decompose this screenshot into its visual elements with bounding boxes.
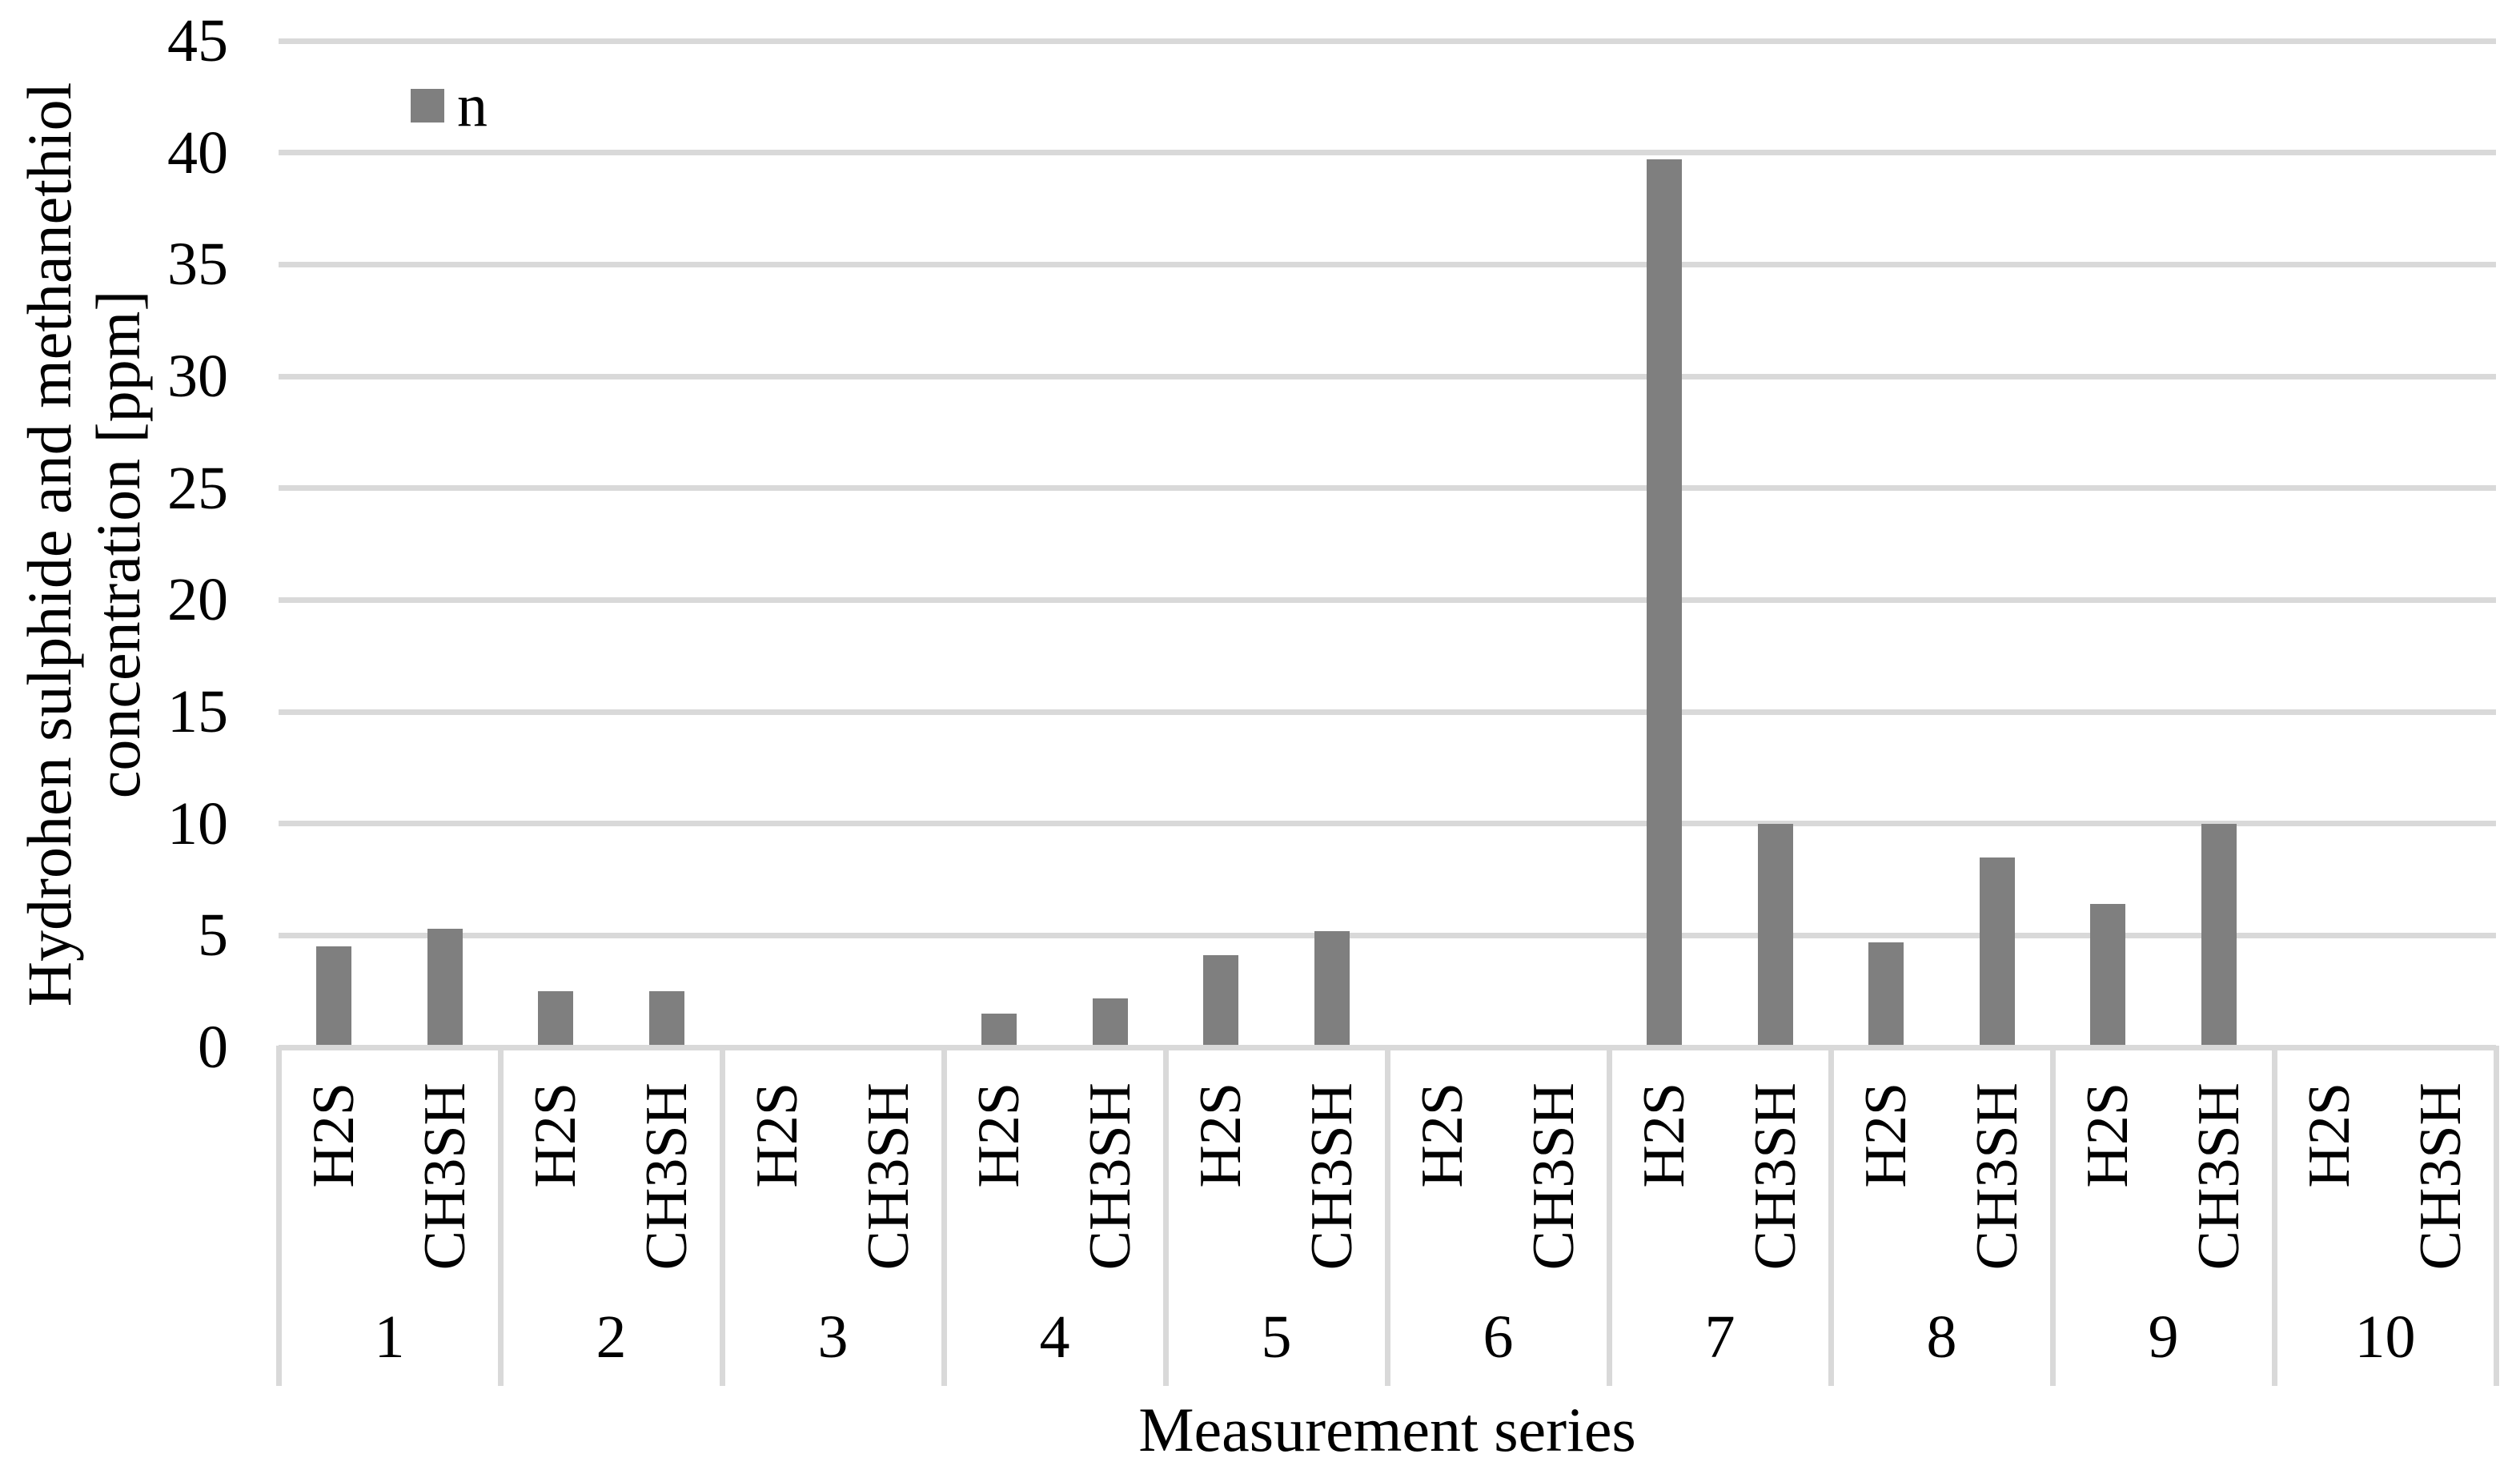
y-tick-label-15: 15 [167,678,228,745]
gridline-y-30 [279,373,2496,380]
subcategory-label-9-CH3SH: CH3SH [2185,1082,2252,1271]
subcategory-label-6-CH3SH: CH3SH [1520,1082,1587,1271]
category-divider-3 [941,1046,947,1386]
y-axis-title-line-1: Hydrohen sulphide and methanethiol [14,82,84,1007]
legend: n [411,75,488,136]
x-axis-title: Measurement series [1138,1395,1636,1464]
category-number-5: 5 [1261,1303,1292,1371]
bar-series-2-H2S [538,991,574,1047]
category-divider-10 [2493,1046,2499,1386]
category-divider-0 [275,1046,282,1386]
category-divider-2 [719,1046,725,1386]
y-tick-label-0: 0 [198,1014,228,1081]
subcategory-label-4-CH3SH: CH3SH [1077,1082,1143,1271]
y-tick-label-20: 20 [167,566,228,634]
bar-series-5-H2S [1203,955,1239,1047]
category-number-3: 3 [817,1303,849,1371]
category-divider-4 [1162,1046,1169,1386]
category-divider-1 [497,1046,504,1386]
bar-series-1-CH3SH [427,928,463,1047]
gridline-y-25 [279,485,2496,492]
subcategory-label-2-CH3SH: CH3SH [633,1082,700,1271]
gridline-y-35 [279,261,2496,267]
y-tick-label-5: 5 [198,902,228,970]
category-number-10: 10 [2354,1303,2416,1371]
bar-series-7-CH3SH [1757,823,1793,1047]
y-tick-label-40: 40 [167,118,228,187]
category-number-8: 8 [1926,1303,1957,1371]
subcategory-label-7-CH3SH: CH3SH [1742,1082,1808,1271]
gridline-y-45 [279,38,2496,44]
bar-series-2-CH3SH [648,991,684,1047]
subcategory-label-4-H2S: H2S [966,1082,1033,1188]
bar-series-1-H2S [316,946,352,1047]
category-number-2: 2 [596,1303,627,1371]
bar-series-4-CH3SH [1092,998,1128,1047]
category-number-4: 4 [1039,1303,1070,1371]
subcategory-label-2-H2S: H2S [523,1082,589,1188]
gridline-y-10 [279,821,2496,827]
category-divider-7 [1828,1046,1834,1386]
category-divider-9 [2271,1046,2277,1386]
subcategory-label-3-CH3SH: CH3SH [855,1082,921,1271]
bar-series-9-H2S [2090,904,2126,1047]
subcategory-label-5-H2S: H2S [1188,1082,1254,1188]
category-divider-6 [1606,1046,1612,1386]
bar-series-8-CH3SH [1979,857,2015,1047]
legend-series-label: n [457,72,488,139]
category-divider-8 [2049,1046,2056,1386]
subcategory-label-10-CH3SH: CH3SH [2407,1082,2474,1271]
subcategory-label-1-CH3SH: CH3SH [411,1082,478,1271]
gridline-y-5 [279,932,2496,938]
category-divider-5 [1384,1046,1390,1386]
subcategory-label-7-H2S: H2S [1631,1082,1698,1188]
category-number-1: 1 [374,1303,405,1371]
subcategory-label-6-H2S: H2S [1410,1082,1476,1188]
category-number-7: 7 [1704,1303,1736,1371]
y-tick-label-25: 25 [167,454,228,522]
legend-color-swatch [411,89,444,122]
bar-series-4-H2S [981,1014,1017,1047]
subcategory-label-9-H2S: H2S [2075,1082,2141,1188]
bar-series-9-CH3SH [2201,823,2237,1047]
category-number-6: 6 [1483,1303,1514,1371]
subcategory-label-10-H2S: H2S [2297,1082,2363,1188]
gridline-y-20 [279,596,2496,603]
gridline-y-15 [279,709,2496,715]
subcategory-label-5-CH3SH: CH3SH [1298,1082,1365,1271]
gridline-y-40 [279,150,2496,156]
y-tick-label-10: 10 [167,789,228,857]
y-tick-label-35: 35 [167,231,228,299]
bar-series-5-CH3SH [1314,930,1350,1047]
subcategory-label-1-H2S: H2S [301,1082,367,1188]
subcategory-label-8-CH3SH: CH3SH [1964,1082,2030,1271]
bar-series-7-H2S [1647,159,1683,1047]
y-tick-label-30: 30 [167,343,228,410]
y-tick-label-45: 45 [167,7,228,74]
bar-series-8-H2S [1868,942,1904,1047]
subcategory-label-8-H2S: H2S [1853,1082,1920,1188]
category-number-9: 9 [2148,1303,2179,1371]
subcategory-label-3-H2S: H2S [744,1082,811,1188]
